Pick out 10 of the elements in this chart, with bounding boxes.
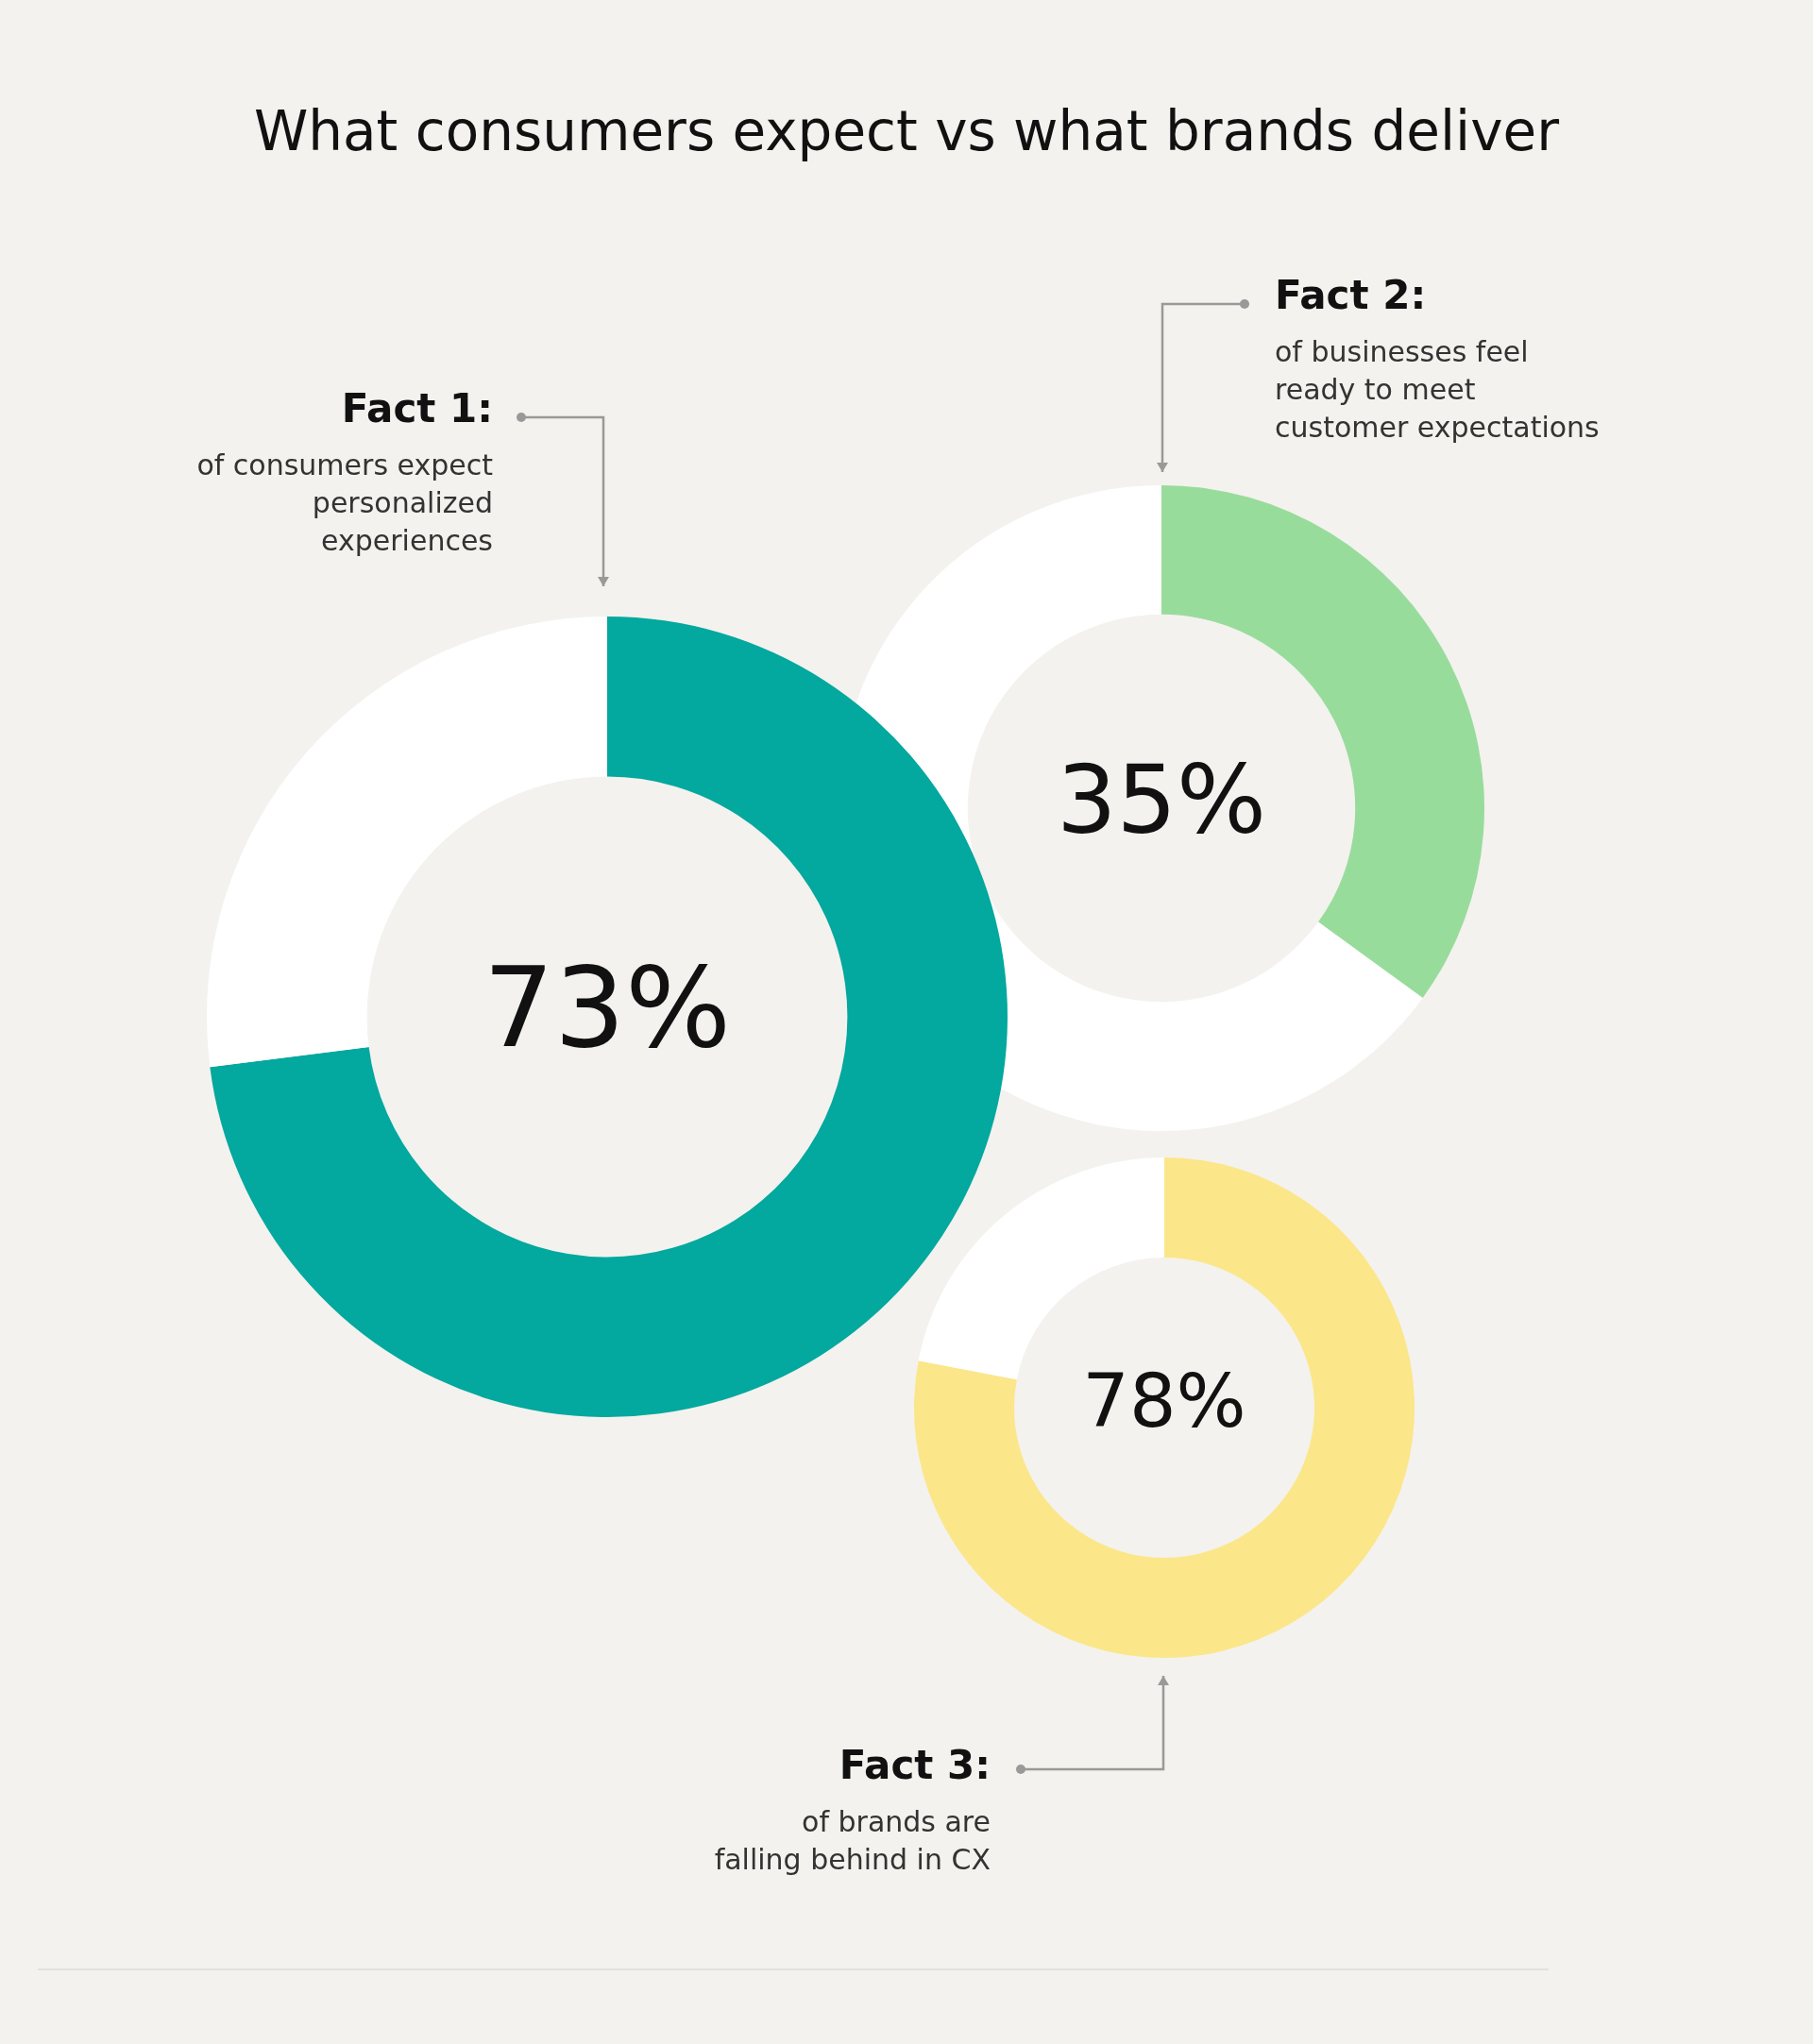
text: Fact 1: xyxy=(340,385,493,431)
text: Fact 2: xyxy=(1275,272,1428,318)
data-label: 35% xyxy=(1056,744,1267,855)
text: of brands are falling behind in CX xyxy=(713,1804,991,1878)
text: of businesses feel ready to meet customer expectations xyxy=(1275,334,1601,446)
chart-title: What consumers expect vs what brands deliver xyxy=(252,99,1561,163)
text: Fact 3: xyxy=(838,1742,991,1788)
data-label: 78% xyxy=(1082,1359,1246,1444)
text: of consumers expect personalized experiences xyxy=(195,448,493,559)
data-label: 73% xyxy=(483,941,732,1073)
